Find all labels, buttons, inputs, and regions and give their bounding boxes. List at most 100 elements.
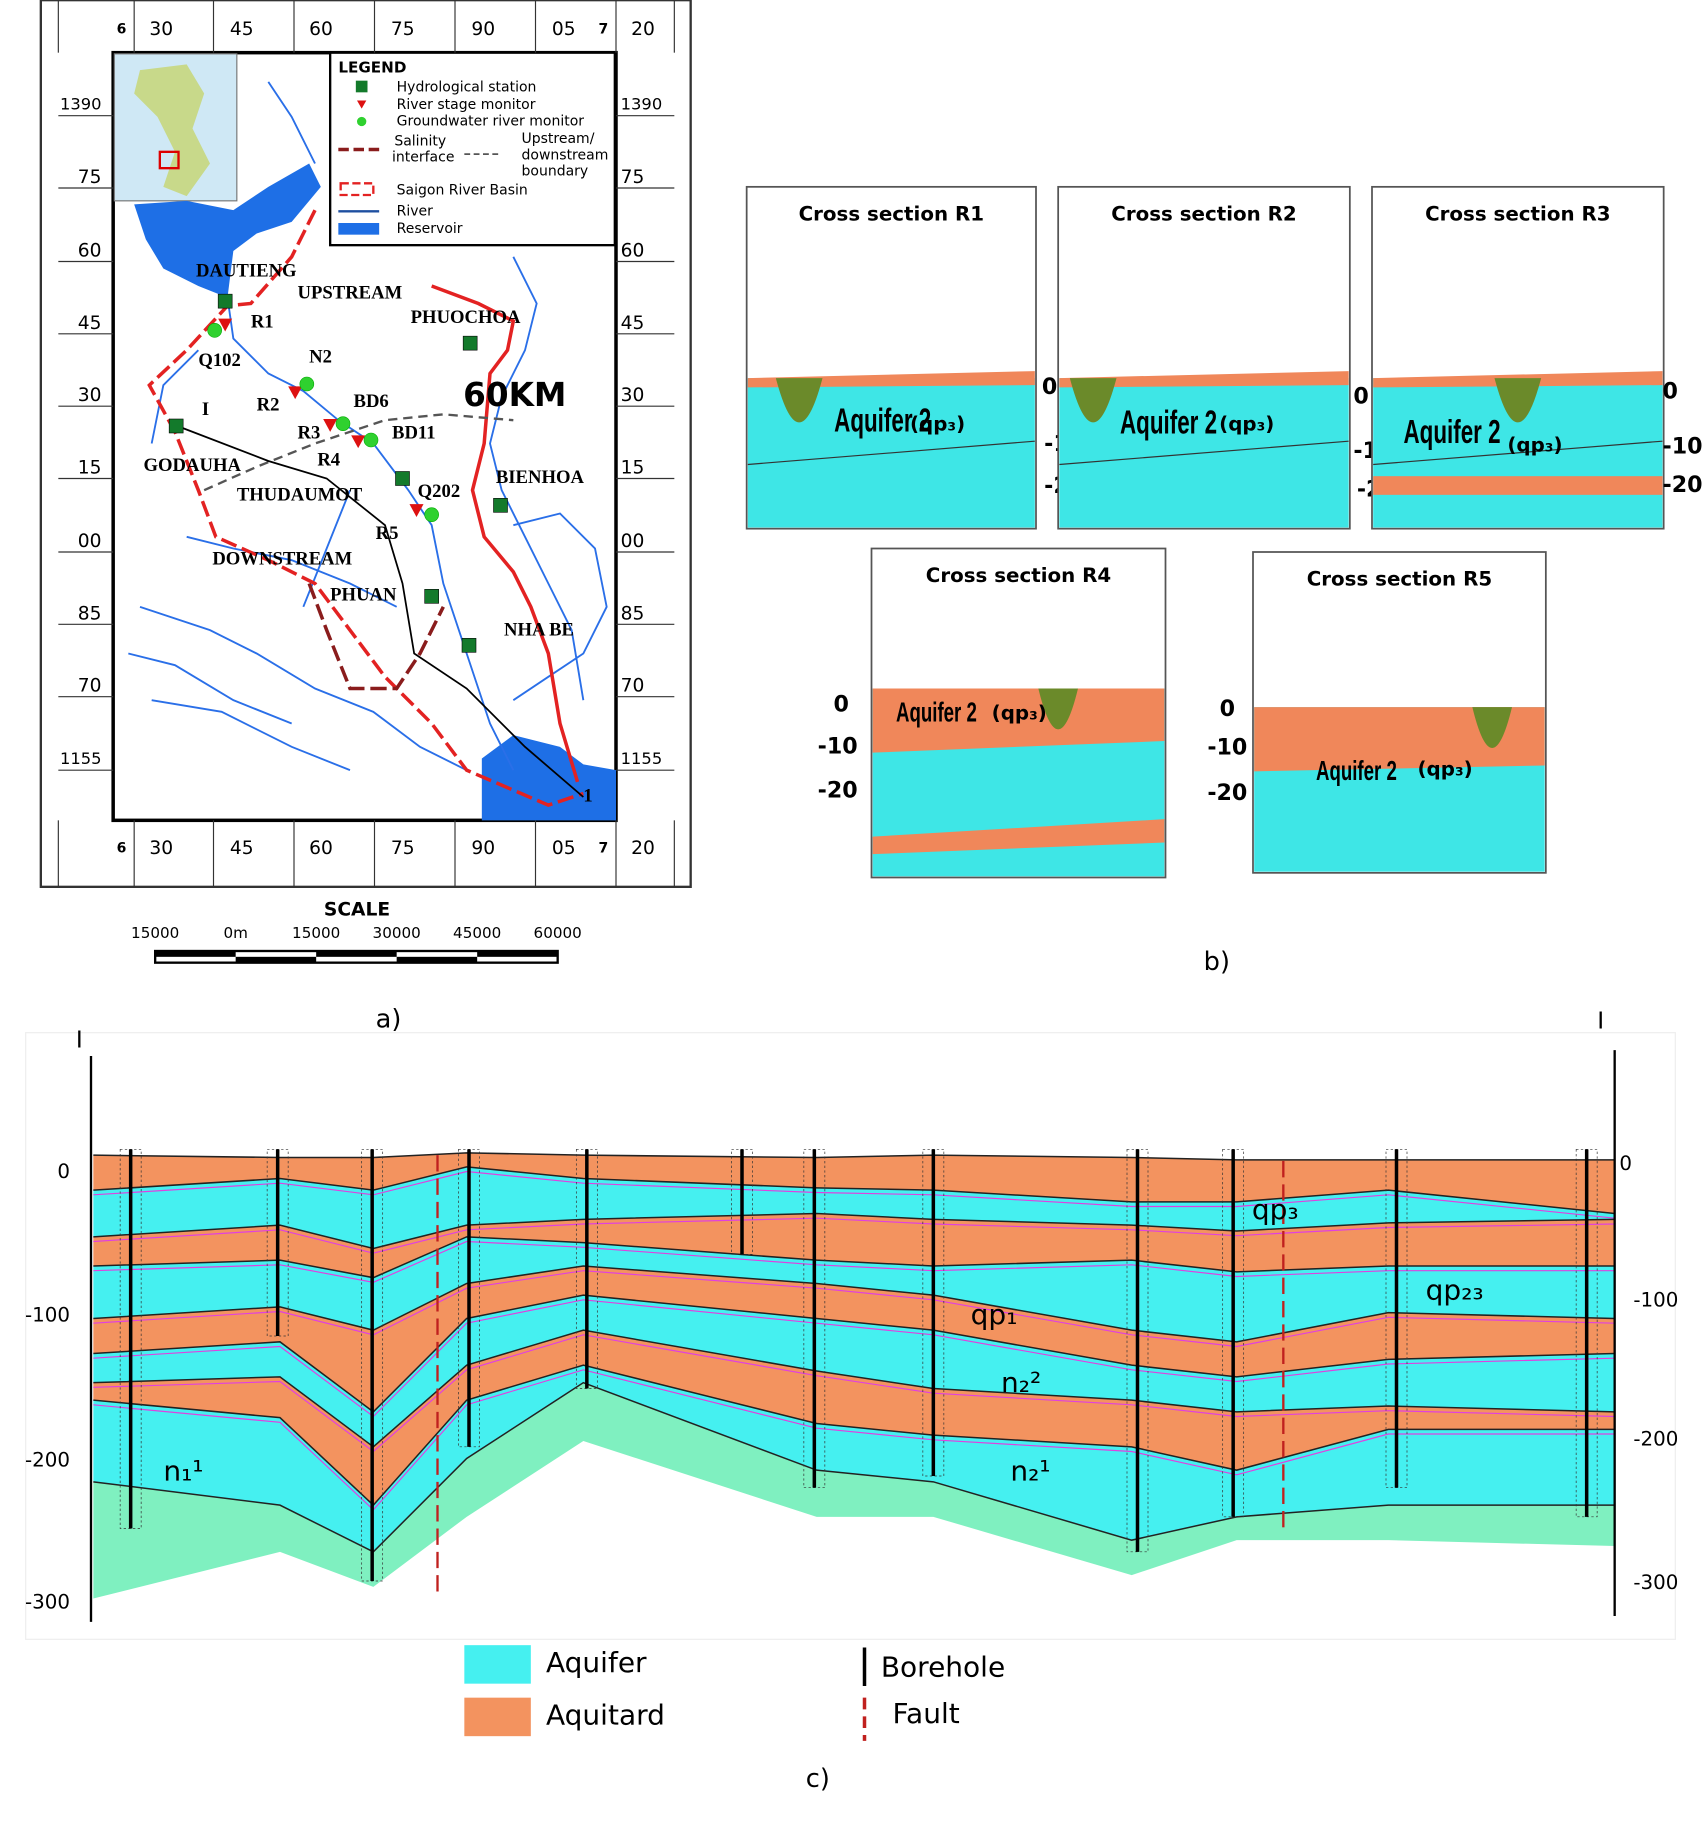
place-label: Q202 [418,481,461,502]
grid-label-right: 1390 [621,95,663,114]
grid-label-right: 30 [621,385,645,406]
layer-boundary [93,1364,1615,1507]
scale-label: 15000 [131,924,179,942]
basement-layer [93,1382,1615,1599]
caption: a) [376,1004,402,1034]
depth-label: -10 [1207,735,1247,761]
legend-item: Saigon River Basin [397,182,528,198]
reservoir [134,163,616,821]
section-title: Cross section R4 [926,564,1111,587]
legend-item: Groundwater river monitor [397,113,585,129]
depth-label: 0 [1042,374,1057,400]
place-label: R3 [298,422,321,443]
grid-label-bottom: 05 [552,838,576,859]
place-label: BD11 [392,422,436,443]
place-label: DAUTIENG [196,260,297,281]
unit-label: n₁¹ [163,1455,203,1488]
place-label: BD6 [354,391,389,412]
depth-label: 0 [1220,696,1235,722]
grid-label-right: 75 [621,167,645,188]
place-label: GODAUHA [144,455,242,476]
groundwater-monitor [424,507,439,522]
legend-item: Aquitard [546,1698,665,1731]
aquitard-layer [1373,476,1663,495]
boundaries [147,209,584,808]
place-label: R4 [317,449,340,470]
depth-label: -20 [818,778,858,804]
place-label: 1 [583,785,592,806]
legend-item: Upstream/ [522,131,595,147]
grid-label-left: 1390 [60,95,102,114]
section-marker: I [76,1025,83,1053]
aquifer-label: Aquifer 2 [1404,414,1501,452]
grid-label-bottom: 7 [599,840,609,856]
place-label: DOWNSTREAM [212,548,352,569]
groundwater-monitor [207,323,222,338]
legend-item: Fault [893,1697,960,1730]
grid-label-top: 05 [552,19,576,40]
legend-swatch-aquitard [464,1697,531,1737]
grid-label-left: 15 [78,458,102,479]
legend-item: Borehole [881,1651,1005,1684]
section-title: Cross section R5 [1307,568,1492,591]
unit-label: qp₂₃ [1426,1274,1484,1307]
depth-label: 0 [1353,383,1368,409]
grid-label-bottom: 75 [391,838,415,859]
boundary [747,440,1035,466]
legend-item: boundary [522,164,589,180]
grid-label-right: 1155 [621,749,663,768]
aquifer-unit: (qp₃) [910,412,965,435]
river-channel [1494,378,1542,423]
scale-label: 45000 [453,924,501,942]
river-stage-monitor [351,435,366,449]
legend-box [329,51,616,247]
layer-boundary [93,1299,1615,1418]
river-channel [1069,378,1117,423]
grid-label-left: 70 [78,676,102,697]
depth-tick-right: 0 [1619,1152,1632,1175]
layer-boundary [93,1265,1615,1343]
grid-label-left: 45 [78,313,102,334]
grid-label-left: 85 [78,603,102,624]
grid-label-right: 70 [621,676,645,697]
legend-item: Aquifer [546,1646,647,1679]
depth-label: 0 [833,691,848,717]
grid-label-top: 20 [631,19,655,40]
river-channel [1472,707,1512,748]
section-title: Cross section R2 [1111,202,1296,225]
grid-label-right: 15 [621,458,645,479]
place-label: UPSTREAM [298,282,403,303]
grid-label-bottom: 90 [471,838,495,859]
depth-label: -20 [1663,472,1703,498]
hydrological-station [395,471,410,486]
grid-label-top: 75 [391,19,415,40]
legend-item: Salinity [394,133,446,149]
grid-label-bottom: 30 [149,838,173,859]
layer-boundary [93,1236,1615,1279]
river-stage-monitor [323,419,338,432]
hydrological-station [462,335,478,351]
inset-map [113,53,238,202]
layer-boundary [93,1329,1615,1448]
river-stage-monitor [288,386,303,400]
depth-tick-right: -100 [1633,1288,1678,1311]
layer-boundary [93,1381,1615,1553]
place-label: PHUAN [330,585,397,606]
river-stage-monitor [218,318,233,332]
boundary [1059,440,1349,466]
grid-label-left: 30 [78,385,102,406]
depth-tick-right: -200 [1633,1427,1678,1450]
aquifer-label: Aquifer 2 [1316,755,1397,787]
aquitard-layer [1254,707,1545,772]
grid-label-right: 45 [621,313,645,334]
layer-boundary [93,1166,1615,1215]
section-marker: I [1597,1007,1604,1035]
depth-label: -10 [1663,434,1703,460]
place-label: R1 [251,312,274,333]
layer-boundary [93,1334,1615,1453]
grid-label-left: 75 [78,167,102,188]
legend-title: LEGEND [338,58,406,76]
grid-label-bottom: 20 [631,838,655,859]
section-title: Cross section R1 [799,202,984,225]
